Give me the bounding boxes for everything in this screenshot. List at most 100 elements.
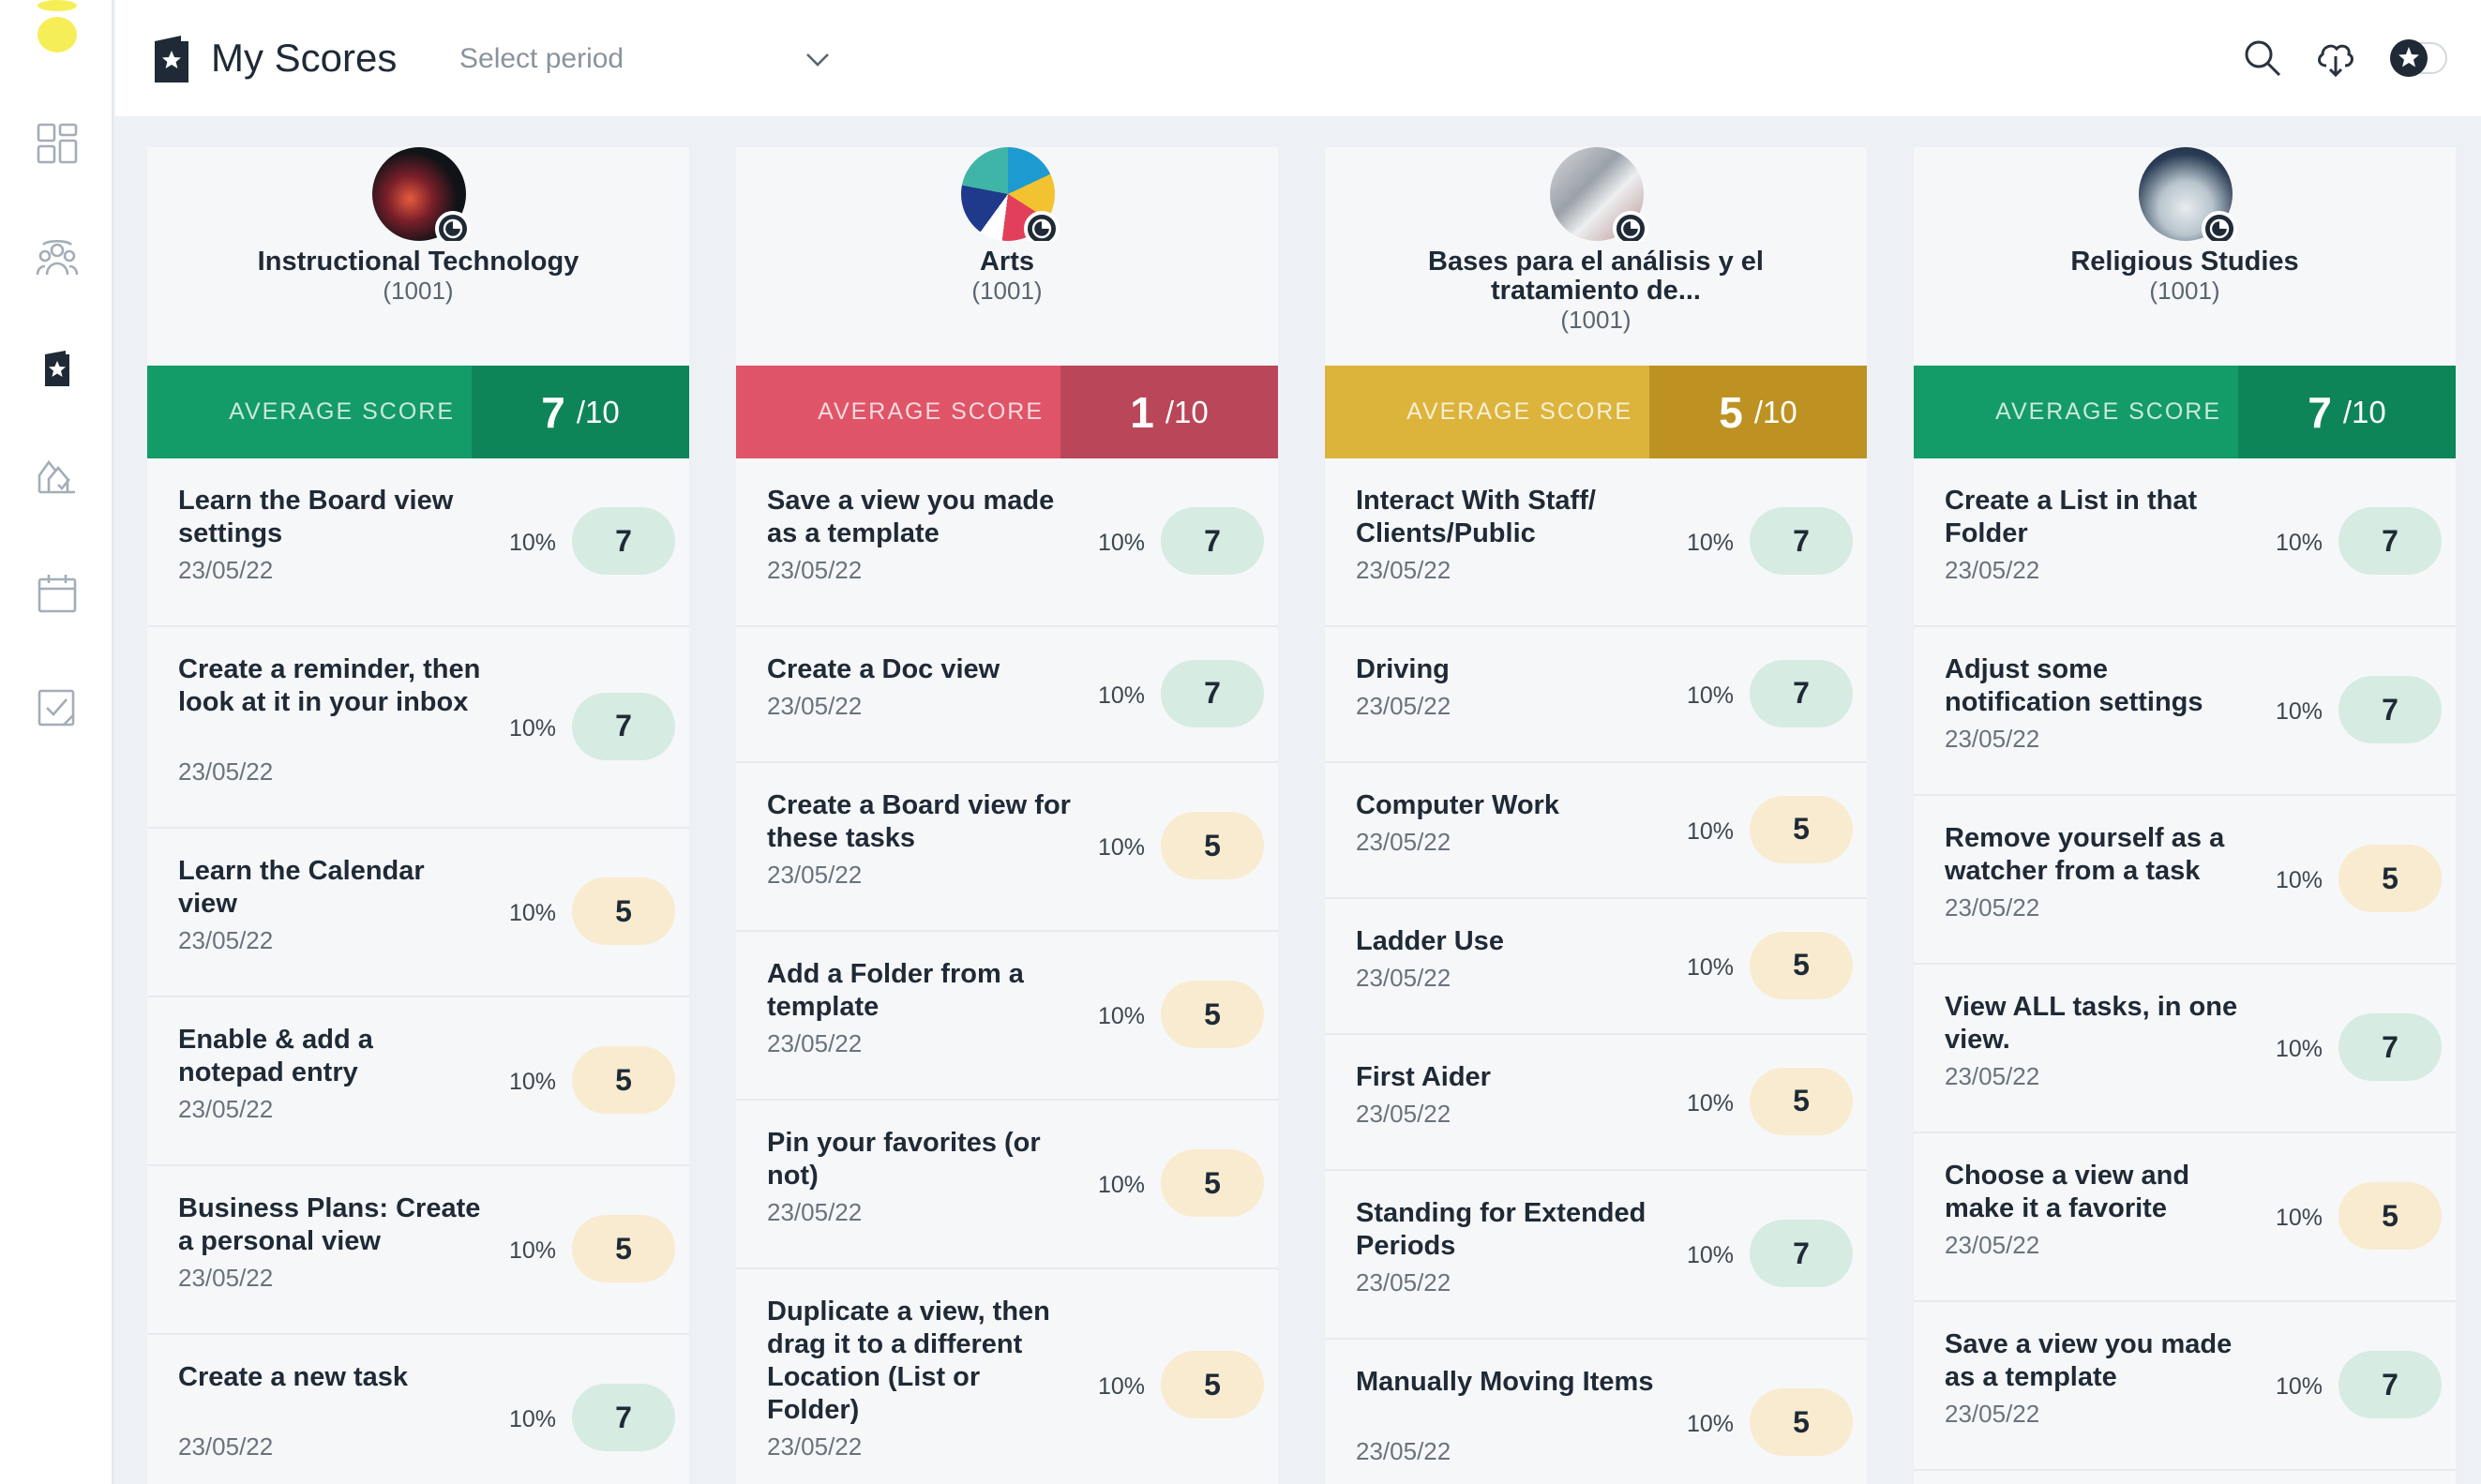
people-icon[interactable]	[36, 237, 79, 280]
period-select[interactable]: Select period	[459, 38, 833, 80]
task-title: Adjust some notification settings	[1945, 654, 2203, 717]
task-row[interactable]: Driving 23/05/22 10% 7	[1325, 627, 1867, 763]
task-title: Create a List in that Folder	[1945, 486, 2198, 548]
task-date: 23/05/22	[178, 1264, 274, 1292]
task-weight: 10%	[2276, 867, 2323, 893]
task-row[interactable]: Standing for Extended Periods 23/05/22 10%…	[1325, 1171, 1867, 1340]
task-row[interactable]: Add a Folder from a template 23/05/22 10% 5	[736, 932, 1278, 1101]
task-row[interactable]: Create a new task 23/05/22 10% 7	[147, 1335, 689, 1484]
task-score: 7	[1750, 507, 1853, 575]
task-row[interactable]: Manually Moving Items 23/05/22 10% 5	[1325, 1340, 1867, 1484]
task-row[interactable]: Save a view you made as a template 23/05/…	[736, 458, 1278, 627]
average-score-label: AVERAGE SCORE	[736, 366, 1060, 458]
subject-header: Instructional Technology (1001)	[147, 241, 689, 366]
average-score-number: 7	[541, 387, 565, 437]
average-score-denominator: /10	[576, 394, 620, 429]
task-date: 23/05/22	[767, 861, 863, 889]
task-title: Create a reminder, then look at it in yo…	[178, 654, 481, 717]
task-title: Interact With Staff/ Clients/Public	[1356, 486, 1596, 548]
task-row[interactable]: Learn the Calendar view 23/05/22 10% 5	[147, 829, 689, 997]
task-row[interactable]: Business Plans: Create a personal view 23…	[147, 1166, 689, 1335]
task-weight: 10%	[2276, 530, 2323, 556]
scores-icon[interactable]	[36, 347, 79, 390]
task-date: 23/05/22	[178, 1095, 274, 1123]
task-date: 23/05/22	[178, 1432, 274, 1461]
task-list: Learn the Board view settings 23/05/22 10%…	[147, 458, 689, 1484]
subject-code: (1001)	[1560, 306, 1631, 334]
task-row[interactable]: Adjust some notification settings 23/05/2…	[1914, 627, 2456, 796]
task-row[interactable]: Ladder Use 23/05/22 10% 5	[1325, 899, 1867, 1035]
task-row[interactable]: Create a List in that Folder 23/05/22 10% 7	[1914, 458, 2456, 627]
average-score-denominator: /10	[1165, 394, 1209, 429]
assessment-icon[interactable]	[36, 455, 79, 498]
task-row[interactable]: Interact With Staff/ Clients/Public 23/05…	[1325, 458, 1867, 627]
task-row[interactable]: Learn the Board view settings 23/05/22 10%…	[147, 458, 689, 627]
task-title: Learn the Calendar view	[178, 856, 425, 919]
search-icon[interactable]	[2240, 36, 2285, 81]
task-score: 5	[572, 1215, 675, 1282]
task-title: Create a Doc view	[767, 654, 1000, 684]
cloud-download-icon[interactable]	[2313, 36, 2358, 81]
task-weight: 10%	[509, 714, 557, 742]
calendar-icon[interactable]	[36, 572, 79, 615]
task-score: 5	[1161, 1149, 1264, 1217]
task-weight: 10%	[1098, 1172, 1146, 1198]
star-toggle[interactable]	[2386, 36, 2448, 81]
task-date: 23/05/22	[1356, 964, 1451, 992]
task-date: 23/05/22	[1945, 1400, 2040, 1428]
task-title: Learn the Board view settings	[178, 486, 454, 548]
task-date: 23/05/22	[767, 556, 863, 584]
task-row[interactable]: First Aider 23/05/22 10% 5	[1325, 1035, 1867, 1171]
task-row[interactable]: Remove yourself as a watcher from a task…	[1914, 796, 2456, 965]
task-date: 23/05/22	[1945, 1062, 2040, 1090]
task-weight: 10%	[1687, 953, 1735, 981]
subject-title: Religious Studies	[2070, 247, 2299, 277]
pie-chart-icon	[1613, 211, 1648, 247]
task-title: View ALL tasks, in one view.	[1945, 992, 2238, 1055]
task-row[interactable]: Create a Board view for these tasks 23/05…	[736, 763, 1278, 932]
pie-chart-icon	[1024, 211, 1060, 247]
task-row[interactable]: Create a reminder, then look at it in yo…	[147, 627, 689, 829]
task-weight: 10%	[509, 1406, 557, 1432]
task-weight: 10%	[509, 530, 557, 556]
subject-header: Arts (1001)	[736, 241, 1278, 366]
task-score: 5	[1750, 1388, 1853, 1456]
task-row[interactable]: View ALL tasks, in one view. 23/05/22 10% 7	[1914, 965, 2456, 1133]
task-date: 23/05/22	[178, 757, 274, 786]
task-weight: 10%	[2276, 698, 2323, 725]
task-title: Standing for Extended Periods	[1356, 1198, 1646, 1261]
task-row[interactable]: Choose a view and make it a favorite 23/0…	[1914, 1133, 2456, 1302]
task-date: 23/05/22	[767, 692, 863, 720]
logo	[38, 0, 77, 11]
task-title: Manually Moving Items	[1356, 1367, 1654, 1397]
dashboard-icon[interactable]	[36, 122, 79, 165]
average-score-value: 7/10	[472, 366, 689, 458]
sidebar	[0, 0, 113, 1484]
task-date: 23/05/22	[1356, 1268, 1451, 1297]
task-row[interactable]: Pin your favorites (or not) 23/05/22 10% 5	[736, 1101, 1278, 1269]
task-list: Save a view you made as a template 23/05/…	[736, 458, 1278, 1484]
average-score-value: 1/10	[1060, 366, 1278, 458]
task-row[interactable]: Duplicate a view, then drag it to a diff…	[736, 1269, 1278, 1484]
task-row[interactable]: Computer Work 23/05/22 10% 5	[1325, 763, 1867, 899]
period-select-placeholder: Select period	[459, 43, 624, 74]
task-weight: 10%	[1098, 530, 1146, 556]
task-weight: 10%	[1687, 1411, 1735, 1437]
task-score: 7	[1161, 507, 1264, 575]
subject-column: Instructional Technology (1001) AVERAGE SC…	[147, 147, 689, 1484]
task-score: 7	[1750, 659, 1853, 727]
checklist-icon[interactable]	[36, 687, 79, 730]
task-score: 5	[1161, 812, 1264, 879]
task-title: Business Plans: Create a personal view	[178, 1193, 481, 1256]
task-row[interactable]: Save a view you made as a template 23/05/…	[1914, 1302, 2456, 1471]
task-date: 23/05/22	[1945, 893, 2040, 922]
task-title: Remove yourself as a watcher from a task	[1945, 823, 2225, 886]
average-score-bar: AVERAGE SCORE 7/10	[1914, 366, 2456, 458]
task-score: 7	[572, 1384, 675, 1451]
task-date: 23/05/22	[1356, 692, 1451, 720]
task-weight: 10%	[2276, 1036, 2323, 1062]
task-title: Create a Board view for these tasks	[767, 790, 1071, 853]
task-weight: 10%	[2276, 1373, 2323, 1400]
task-row[interactable]: Create a Doc view 23/05/22 10% 7	[736, 627, 1278, 763]
task-row[interactable]: Enable & add a notepad entry 23/05/22 10% 5	[147, 997, 689, 1166]
